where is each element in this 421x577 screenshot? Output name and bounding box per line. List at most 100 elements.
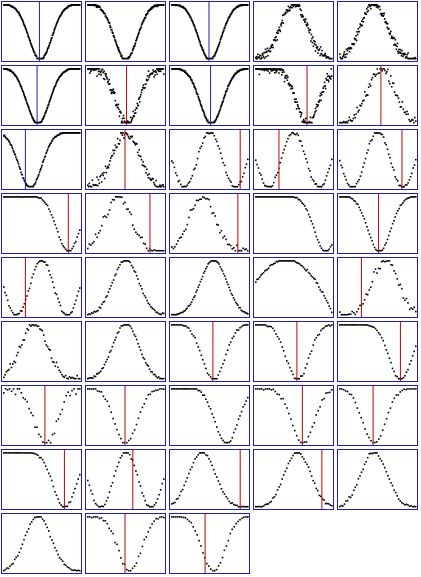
data-point: [188, 216, 190, 219]
data-point: [71, 389, 73, 392]
scatter-panel: [1, 1, 82, 62]
data-point: [107, 356, 110, 358]
data-point: [261, 56, 263, 59]
data-point: [284, 355, 287, 358]
data-point: [274, 68, 277, 70]
data-point: [219, 41, 221, 43]
data-point: [273, 329, 276, 332]
data-point: [310, 220, 312, 222]
data-point: [73, 388, 75, 390]
data-point: [30, 521, 33, 523]
data-point: [348, 393, 351, 395]
data-point: [94, 233, 97, 236]
data-point: [264, 388, 267, 390]
data-point: [61, 505, 64, 508]
data-point: [116, 332, 119, 334]
data-point: [258, 68, 260, 70]
data-point: [45, 263, 48, 266]
data-point: [320, 290, 323, 293]
data-point: [135, 562, 138, 564]
data-point: [95, 4, 97, 6]
data-point: [108, 491, 111, 493]
data-point: [216, 377, 218, 380]
data-point: [265, 68, 267, 70]
data-point: [313, 115, 315, 117]
data-point: [150, 305, 152, 308]
data-point: [134, 335, 137, 338]
data-point: [277, 32, 279, 34]
data-point: [406, 184, 408, 186]
data-point: [101, 367, 103, 370]
data-point: [349, 196, 351, 199]
data-point: [21, 543, 24, 546]
data-point: [136, 107, 138, 110]
data-point: [134, 42, 137, 44]
data-point: [44, 523, 47, 525]
data-point: [177, 324, 179, 326]
data-point: [324, 55, 327, 57]
data-point: [376, 249, 378, 252]
data-point: [43, 158, 45, 161]
data-point: [28, 287, 31, 290]
data-point: [147, 176, 150, 179]
data-point: [22, 397, 25, 399]
data-point: [408, 197, 411, 199]
data-point: [123, 117, 125, 119]
data-point: [245, 248, 247, 250]
data-point: [53, 29, 55, 32]
data-point: [361, 24, 363, 27]
data-point: [68, 376, 71, 378]
data-point: [345, 313, 347, 316]
data-point: [271, 44, 274, 46]
data-point: [87, 313, 89, 316]
data-point: [325, 56, 328, 59]
data-point: [342, 120, 345, 123]
data-point: [286, 9, 288, 11]
data-point: [376, 272, 378, 274]
data-point: [154, 70, 157, 72]
data-point: [306, 268, 309, 271]
data-point: [402, 185, 404, 188]
data-point: [130, 327, 133, 330]
panel-frame: [1, 513, 82, 574]
data-point: [234, 73, 236, 76]
data-point: [99, 6, 101, 8]
data-point: [67, 377, 69, 380]
panel-frame: [169, 193, 250, 254]
data-point: [354, 185, 357, 188]
data-point: [264, 196, 266, 198]
data-point: [354, 38, 357, 40]
data-point: [120, 557, 122, 559]
data-point: [345, 500, 347, 502]
data-point: [195, 90, 197, 93]
data-point: [48, 103, 50, 105]
data-point: [8, 196, 10, 198]
data-point: [30, 325, 32, 327]
data-point: [11, 147, 14, 150]
data-point: [395, 94, 398, 97]
data-point: [120, 132, 123, 134]
data-point: [320, 495, 322, 498]
data-point: [382, 14, 385, 17]
data-point: [174, 516, 177, 518]
data-point: [357, 308, 360, 310]
data-point: [312, 36, 314, 38]
data-point: [56, 20, 59, 23]
data-point: [283, 196, 285, 198]
data-point: [157, 5, 159, 7]
data-point: [126, 120, 129, 122]
data-point: [202, 552, 204, 554]
data-point: [329, 504, 331, 506]
data-point: [26, 32, 29, 35]
data-point: [397, 284, 400, 286]
data-point: [318, 286, 320, 288]
data-point: [95, 68, 98, 70]
data-point: [87, 388, 89, 390]
data-point: [21, 344, 23, 346]
data-point: [312, 344, 314, 346]
data-point: [370, 286, 372, 288]
data-point: [363, 162, 366, 164]
data-point: [353, 114, 355, 116]
data-point: [274, 69, 276, 71]
data-point: [79, 473, 81, 476]
